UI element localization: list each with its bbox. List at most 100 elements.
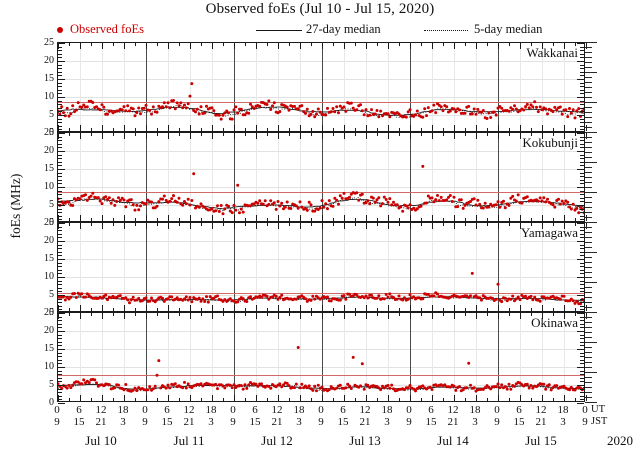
x-tick-top [179,43,180,46]
x-tick [289,308,290,311]
y-tick-minor-right [580,50,584,52]
x-tick-top [179,223,180,226]
x-tick [113,398,114,401]
y-tick-minor [58,251,62,253]
day-separator-line [322,313,323,401]
x-tick-top [267,223,268,226]
y-tick-minor [58,291,62,293]
day-separator-line [498,43,499,131]
x-tick-label-jst: 9 [230,416,236,428]
x-tick [234,305,235,311]
gridline-vertical [454,133,455,221]
y-tick-label: 5 [49,199,54,210]
x-tick-top [300,133,301,139]
gridline-vertical [300,223,301,311]
y-tick-right [577,61,584,62]
x-tick-label-ut: 6 [76,404,82,416]
y-tick-minor-right [580,82,584,84]
x-tick [498,395,499,401]
x-tick-top [333,133,334,136]
day-label: Jul 10 [85,433,117,448]
right-ruler-tick [585,222,597,223]
gridline-vertical [256,133,257,221]
x-tick-top [80,313,81,319]
y-tick-minor-right [580,248,584,250]
y-tick-label: 25 [44,217,54,228]
right-ruler-tick [585,272,592,273]
x-tick [421,398,422,401]
day-label: Jul 13 [349,433,381,448]
y-tick-minor [58,161,62,163]
y-tick-label: 10 [44,91,54,102]
gridline-vertical [564,43,565,131]
x-tick-top [113,43,114,46]
x-tick-top [135,133,136,136]
y-tick [58,367,65,368]
y-tick-minor [58,334,62,336]
y-tick-minor [58,327,62,329]
x-tick-label: 6 15 [240,404,270,428]
x-tick [586,395,587,401]
x-tick-top [443,223,444,226]
x-tick [102,305,103,311]
station-label: Okinawa [531,315,578,330]
y-tick-minor [58,179,62,181]
x-tick-top [388,43,389,49]
page-title: Observed foEs (Jul 10 - Jul 15, 2020) [205,1,435,17]
x-tick-label: 12 21 [526,404,556,428]
x-tick [80,305,81,311]
y-tick-minor-right [580,359,584,361]
x-tick [443,308,444,311]
y-tick [58,133,65,134]
y-tick-minor [58,53,62,55]
x-tick-top [190,43,191,49]
y-tick-minor-right [580,255,584,257]
y-tick-minor [58,233,62,235]
y-tick-minor [58,64,62,66]
gridline-horizontal [58,187,584,188]
x-tick-top [586,223,587,229]
x-tick [212,125,213,131]
x-tick [355,398,356,401]
gridline-vertical [80,133,81,221]
x-tick [234,215,235,221]
gridline-vertical [454,223,455,311]
y-tick-minor-right [580,363,584,365]
y-tick-minor-right [580,244,584,246]
right-ruler-tick [585,87,592,88]
x-tick [135,308,136,311]
y-tick-minor [58,154,62,156]
y-tick-minor [58,284,62,286]
right-ruler-tick [585,117,592,118]
x-tick-top [344,223,345,229]
x-tick-label-ut: 0 [494,404,500,416]
y-tick-minor [58,100,62,102]
y-tick-minor [58,230,62,232]
gridline-vertical [102,43,103,131]
x-tick [388,305,389,311]
x-tick [410,395,411,401]
x-tick [58,125,59,131]
x-tick [333,218,334,221]
x-tick-label: 6 15 [416,404,446,428]
gridline-vertical [542,223,543,311]
x-tick-top [113,133,114,136]
y-tick-right [577,277,584,278]
x-tick [344,215,345,221]
x-tick-top [190,133,191,139]
x-tick [366,305,367,311]
x-tick-top [410,223,411,229]
x-tick [454,395,455,401]
y-tick-minor-right [580,262,584,264]
right-ruler-tick [585,312,597,313]
x-tick-top [201,313,202,316]
x-tick-top [399,43,400,46]
x-tick [465,218,466,221]
x-tick-top [267,43,268,46]
x-tick-label: 12 21 [350,404,380,428]
right-ruler-tick [585,377,592,378]
right-ruler-tick [585,82,592,83]
right-ruler-tick [585,102,597,103]
x-tick-top [113,313,114,316]
